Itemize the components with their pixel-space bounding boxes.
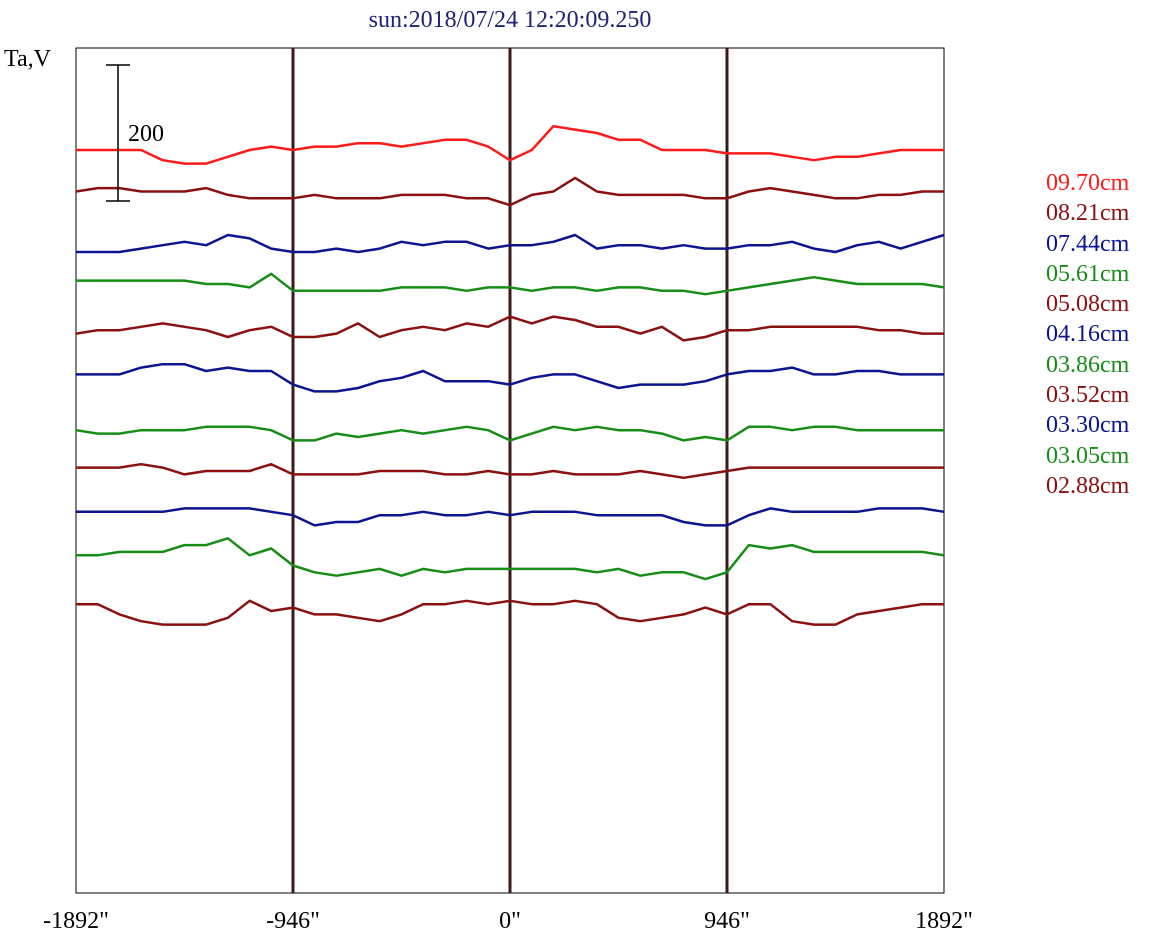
legend: 09.70cm 08.21cm 07.44cm 05.61cm 05.08cm 04.16… xyxy=(1046,168,1129,501)
series-line-03.86cm xyxy=(75,425,944,442)
x-tick-label-1: -946" xyxy=(266,908,320,934)
series-line-09.70cm xyxy=(76,124,944,165)
legend-entry-05.61cm: 05.61cm xyxy=(1046,260,1130,287)
legend-entry-03.05cm: 03.05cm xyxy=(1046,442,1130,469)
series-lines xyxy=(75,124,945,626)
series-line-04.16cm xyxy=(76,362,944,393)
series-line-03.30cm xyxy=(76,507,945,527)
legend-entry-03.30cm: 03.30cm xyxy=(1046,412,1130,439)
series-line-02.88cm xyxy=(76,599,944,626)
series-line-03.05cm xyxy=(76,537,945,581)
legend-entry-04.16cm: 04.16cm xyxy=(1046,321,1130,348)
series-line-07.44cm xyxy=(76,233,945,254)
legend-entry-08.21cm: 08.21cm xyxy=(1046,200,1130,227)
y-axis-label: Ta,V xyxy=(4,46,52,72)
legend-entry-03.52cm: 03.52cm xyxy=(1046,382,1130,409)
chart-title: sun:2018/07/24 12:20:09.250 xyxy=(369,7,652,33)
legend-entry-07.44cm: 07.44cm xyxy=(1046,230,1130,257)
series-line-05.08cm xyxy=(75,315,944,342)
series-line-05.61cm xyxy=(76,272,945,296)
scale-bar-label: 200 xyxy=(128,121,164,147)
x-tick-labels: -1892" -946" 0" 946" 1892" xyxy=(43,908,973,934)
legend-entry-05.08cm: 05.08cm xyxy=(1046,291,1130,318)
legend-entry-02.88cm: 02.88cm xyxy=(1046,472,1130,499)
series-line-08.21cm xyxy=(75,176,944,207)
legend-entry-09.70cm: 09.70cm xyxy=(1046,170,1130,196)
x-tick-label-4: 1892" xyxy=(915,908,973,934)
x-tick-label-3: 946" xyxy=(704,908,750,934)
x-tick-label-0: -1892" xyxy=(43,908,109,934)
legend-entry-03.86cm: 03.86cm xyxy=(1046,351,1130,378)
x-tick-label-2: 0" xyxy=(499,908,521,934)
scale-bar: 200 xyxy=(106,64,164,202)
vertical-markers xyxy=(291,48,729,893)
series-line-03.52cm xyxy=(76,462,944,480)
